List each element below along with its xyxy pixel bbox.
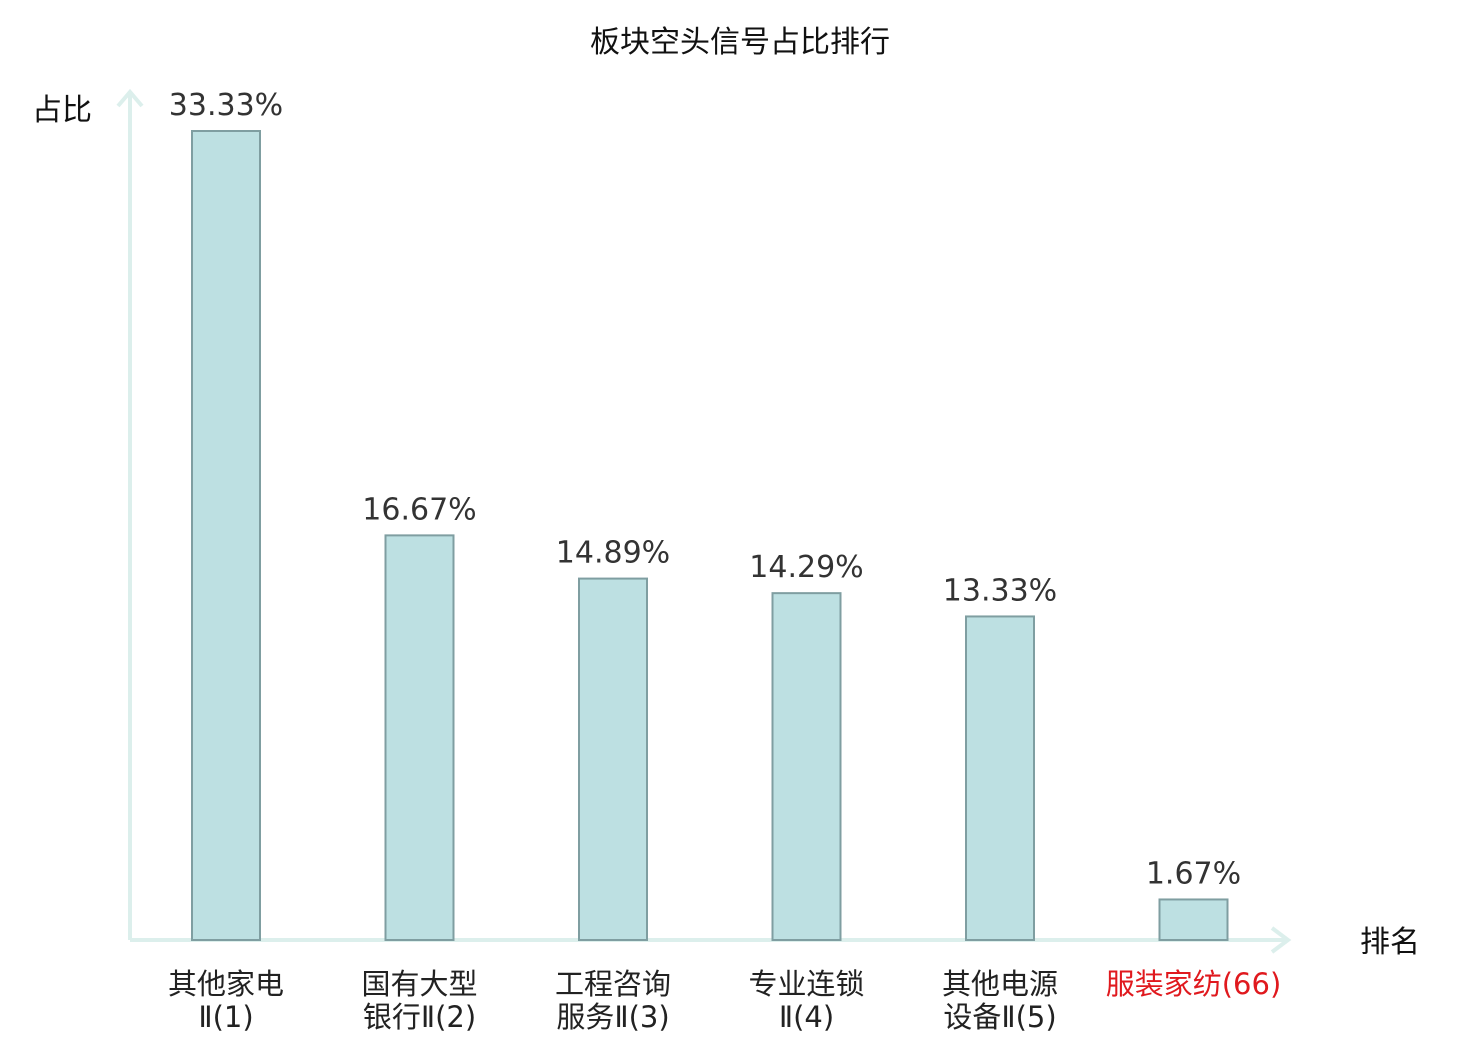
bar-3	[578, 577, 648, 941]
bar-6	[1158, 898, 1229, 941]
bar-5	[965, 615, 1035, 941]
value-label-4: 14.29%	[749, 550, 863, 585]
value-label-3: 14.89%	[556, 536, 670, 571]
value-label-5: 13.33%	[943, 573, 1057, 608]
x-axis-label: 排名	[1360, 925, 1420, 960]
category-label-5-line-2: 设备Ⅱ(5)	[943, 1000, 1056, 1034]
y-axis-arrow	[116, 88, 144, 108]
category-label-5-line-1: 其他电源	[942, 967, 1058, 1001]
category-label-1-line-1: 其他家电	[168, 967, 284, 1001]
category-label-4-line-2: Ⅱ(4)	[779, 1000, 834, 1034]
value-label-1: 33.33%	[169, 88, 283, 123]
category-label-2-line-1: 国有大型	[361, 967, 477, 1001]
bar-1	[191, 130, 261, 941]
category-label-6-line-1: 服装家纺(66)	[1106, 967, 1282, 1001]
category-label-2-line-2: 银行Ⅱ(2)	[363, 1000, 476, 1034]
category-label-4-line-1: 专业连锁	[748, 967, 864, 1001]
bar-4	[771, 592, 842, 942]
category-label-1-line-2: Ⅱ(1)	[198, 1000, 253, 1034]
chart-title: 板块空头信号占比排行	[590, 25, 890, 60]
value-label-2: 16.67%	[362, 492, 476, 527]
bar-2	[384, 534, 455, 942]
category-label-3-line-1: 工程咨询	[555, 967, 671, 1001]
x-axis-arrow	[1270, 926, 1292, 954]
value-label-6: 1.67%	[1146, 856, 1241, 891]
category-label-3-line-2: 服务Ⅱ(3)	[556, 1000, 669, 1034]
y-axis-label: 占比	[32, 93, 92, 128]
